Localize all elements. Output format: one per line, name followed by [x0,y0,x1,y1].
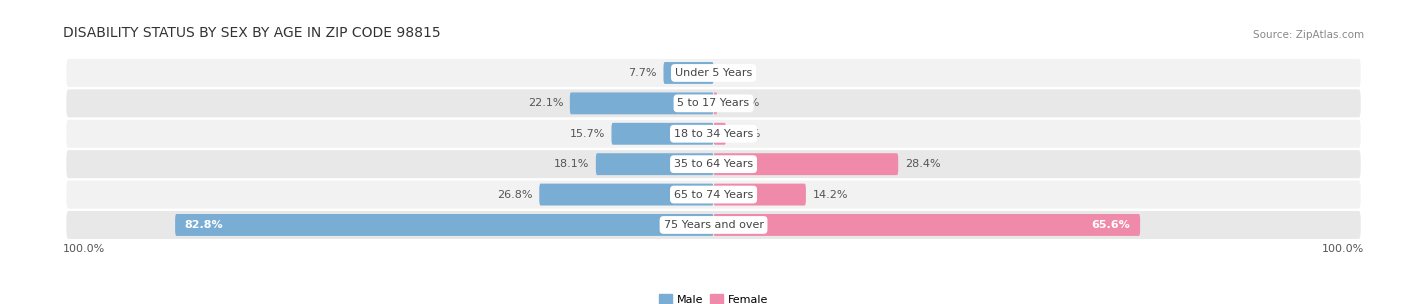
Legend: Male, Female: Male, Female [655,290,772,304]
Text: 0.0%: 0.0% [720,68,748,78]
Text: 65.6%: 65.6% [1091,220,1130,230]
Text: Source: ZipAtlas.com: Source: ZipAtlas.com [1253,30,1364,40]
Text: 14.2%: 14.2% [813,190,848,199]
Text: 7.7%: 7.7% [628,68,657,78]
Text: 82.8%: 82.8% [184,220,224,230]
Text: 22.1%: 22.1% [527,98,564,108]
FancyBboxPatch shape [66,181,1361,209]
Text: 100.0%: 100.0% [1322,244,1364,254]
FancyBboxPatch shape [664,62,713,84]
FancyBboxPatch shape [540,184,713,206]
Text: 1.9%: 1.9% [733,129,761,139]
Text: 75 Years and over: 75 Years and over [664,220,763,230]
FancyBboxPatch shape [66,150,1361,178]
FancyBboxPatch shape [713,153,898,175]
Text: 15.7%: 15.7% [569,129,605,139]
Text: 26.8%: 26.8% [498,190,533,199]
FancyBboxPatch shape [612,123,713,145]
Text: Under 5 Years: Under 5 Years [675,68,752,78]
FancyBboxPatch shape [713,123,725,145]
FancyBboxPatch shape [713,92,717,114]
Text: 18 to 34 Years: 18 to 34 Years [673,129,754,139]
Text: 5 to 17 Years: 5 to 17 Years [678,98,749,108]
Text: 18.1%: 18.1% [554,159,589,169]
Text: DISABILITY STATUS BY SEX BY AGE IN ZIP CODE 98815: DISABILITY STATUS BY SEX BY AGE IN ZIP C… [63,26,441,40]
FancyBboxPatch shape [66,211,1361,239]
FancyBboxPatch shape [66,89,1361,117]
FancyBboxPatch shape [66,59,1361,87]
FancyBboxPatch shape [713,184,806,206]
FancyBboxPatch shape [713,214,1140,236]
FancyBboxPatch shape [66,120,1361,148]
FancyBboxPatch shape [176,214,713,236]
Text: 65 to 74 Years: 65 to 74 Years [673,190,754,199]
Text: 35 to 64 Years: 35 to 64 Years [673,159,754,169]
FancyBboxPatch shape [596,153,713,175]
Text: 28.4%: 28.4% [904,159,941,169]
Text: 0.58%: 0.58% [724,98,759,108]
FancyBboxPatch shape [569,92,713,114]
Text: 100.0%: 100.0% [63,244,105,254]
